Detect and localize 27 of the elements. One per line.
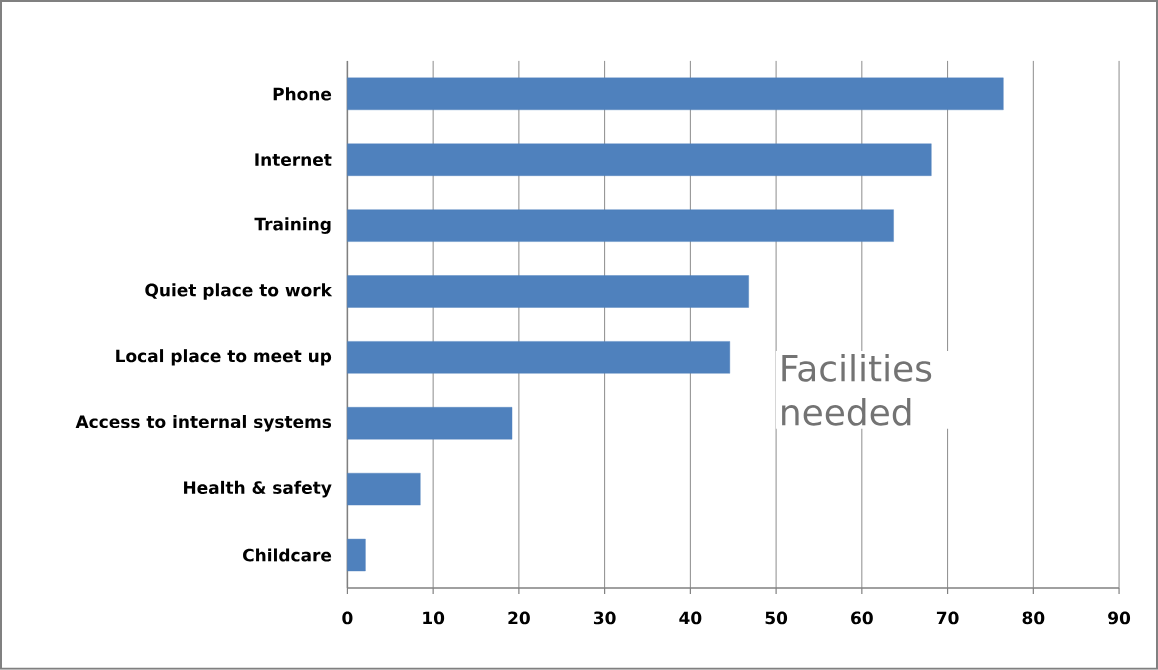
bar [347, 143, 932, 176]
bar [347, 275, 749, 308]
x-tick-label: 70 [936, 611, 959, 625]
x-tick-label: 80 [1022, 611, 1045, 625]
bar [347, 77, 1004, 111]
x-tick-label: 20 [508, 611, 530, 625]
bar [347, 407, 513, 440]
x-tick-label: 50 [765, 611, 788, 625]
y-tick-label: Access to internal systems [75, 415, 332, 432]
y-tick-label: Phone [273, 87, 332, 101]
bar [347, 538, 366, 572]
bar [347, 209, 894, 242]
y-tick-label: Training [254, 217, 331, 234]
bar [347, 473, 421, 506]
x-tick-label: 40 [679, 611, 702, 625]
x-tick-label: 10 [423, 611, 445, 625]
y-tick-label: Internet [255, 153, 332, 167]
y-tick-label: Childcare [243, 548, 332, 562]
y-tick-label: Health & safety [184, 480, 332, 498]
annotation: Facilities needed [782, 354, 932, 426]
x-tick-label: 0 [342, 611, 353, 625]
bar [347, 341, 731, 374]
x-tick-label: 30 [593, 611, 616, 625]
y-tick-label: Quiet place to work [145, 283, 333, 300]
y-tick-label: Local place to meet up [116, 349, 332, 366]
x-tick-label: 60 [851, 611, 873, 625]
x-tick-label: 90 [1108, 611, 1131, 625]
